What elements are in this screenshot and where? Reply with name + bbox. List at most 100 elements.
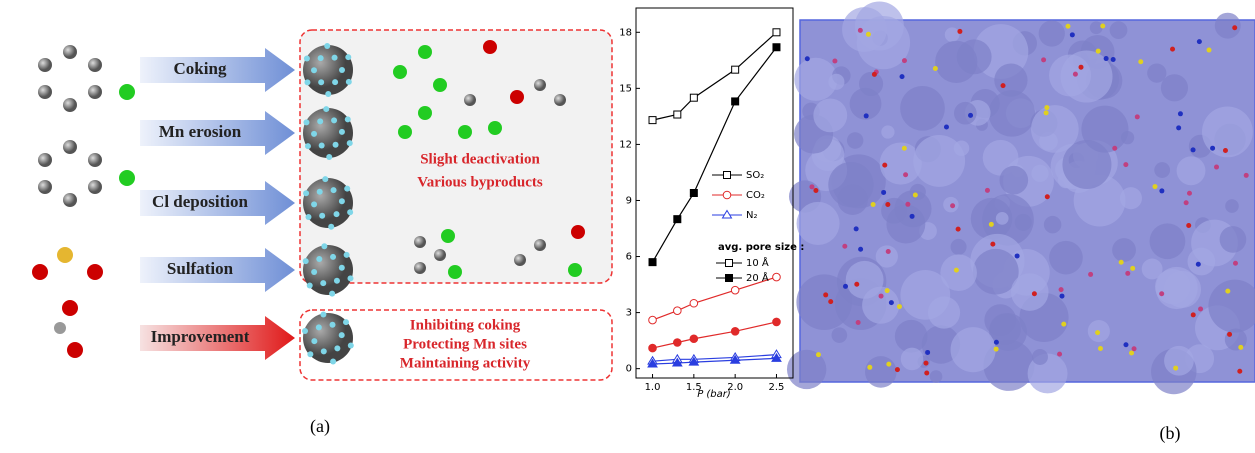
molecule (1129, 350, 1134, 355)
site (330, 322, 336, 328)
site (311, 67, 317, 73)
y-tick-label: 6 (626, 252, 632, 263)
pore-bump (1112, 238, 1136, 262)
pore-bump (1090, 21, 1103, 34)
molecule (933, 66, 938, 71)
pore-bump (1225, 328, 1247, 350)
pore-bump (797, 202, 840, 245)
molecule (1001, 83, 1006, 88)
molecule (1159, 188, 1164, 193)
site (328, 224, 334, 230)
site (347, 275, 353, 281)
pore-bump (954, 102, 977, 125)
molecule (1170, 47, 1175, 52)
molecule (1123, 342, 1128, 347)
pore-bump (951, 327, 996, 372)
site (330, 358, 336, 364)
series-line (653, 355, 777, 362)
site (329, 291, 335, 297)
site (323, 106, 329, 112)
molecule (809, 184, 814, 189)
point (723, 211, 732, 219)
point (726, 260, 733, 267)
site (302, 328, 308, 334)
molecule (923, 361, 928, 366)
molecule (864, 113, 869, 118)
pore-bump (1188, 248, 1216, 276)
molecule (1073, 72, 1078, 77)
pore-bump (1215, 13, 1241, 39)
pore-bump (1120, 187, 1142, 209)
panel-label: (b) (1160, 423, 1181, 444)
pore-bump (900, 86, 945, 131)
molecule (950, 203, 955, 208)
molecule (994, 340, 999, 345)
y-tick-label: 12 (619, 139, 632, 150)
pore-bump (796, 274, 852, 330)
pore-bump (1156, 267, 1198, 309)
site (345, 54, 351, 60)
molecule (1057, 352, 1062, 357)
point (726, 275, 733, 282)
pore-bump (832, 327, 848, 343)
molecule (1198, 306, 1203, 311)
molecule (902, 146, 907, 151)
site (317, 189, 323, 195)
molecule (1159, 291, 1164, 296)
site (316, 256, 322, 262)
molecule (900, 74, 905, 79)
molecule (1207, 48, 1212, 53)
legend-label: CO₂ (746, 190, 765, 201)
pore-bump (881, 125, 894, 138)
molecule (872, 72, 877, 77)
legend-label: 20 Å (746, 271, 769, 284)
molecule (854, 226, 859, 231)
molecule (1225, 289, 1230, 294)
point (773, 44, 780, 51)
point (674, 216, 681, 223)
molecule (1044, 105, 1049, 110)
legend-title: avg. pore size : (718, 242, 804, 253)
molecule (1041, 57, 1046, 62)
site (307, 283, 313, 289)
catalyst (303, 178, 353, 228)
point (773, 318, 781, 326)
molecule (1079, 65, 1084, 70)
pore-bump (913, 135, 965, 187)
pore-bump (1177, 156, 1206, 185)
molecule (1210, 146, 1215, 151)
point (690, 299, 698, 307)
site (316, 324, 322, 330)
site (344, 186, 350, 192)
point (674, 111, 681, 118)
site (318, 79, 324, 85)
site (320, 311, 326, 317)
point (773, 29, 780, 36)
molecule (1135, 114, 1140, 119)
molecule (1104, 56, 1109, 61)
site (311, 201, 317, 207)
legend-label: 10 Å (746, 256, 769, 269)
molecule (1130, 266, 1135, 271)
box-text: Various byproducts (417, 174, 543, 190)
molecule (1187, 191, 1192, 196)
molecule (1088, 272, 1093, 277)
pore-bump (862, 287, 899, 324)
pore-bump (901, 348, 924, 371)
pore-bump (1161, 74, 1188, 101)
pore-bump (935, 41, 977, 83)
legend-label: SO₂ (746, 170, 764, 181)
pore-bump (999, 166, 1028, 195)
pore-bump (1154, 162, 1170, 178)
molecule (1223, 148, 1228, 153)
site (318, 55, 324, 61)
pore-bump (990, 313, 1021, 344)
catalyst (303, 45, 353, 95)
molecule (823, 292, 828, 297)
molecule (871, 202, 876, 207)
molecule (1138, 59, 1143, 64)
site (305, 143, 311, 149)
pore-bump (930, 370, 943, 383)
molecule (925, 350, 930, 355)
molecule (886, 249, 891, 254)
